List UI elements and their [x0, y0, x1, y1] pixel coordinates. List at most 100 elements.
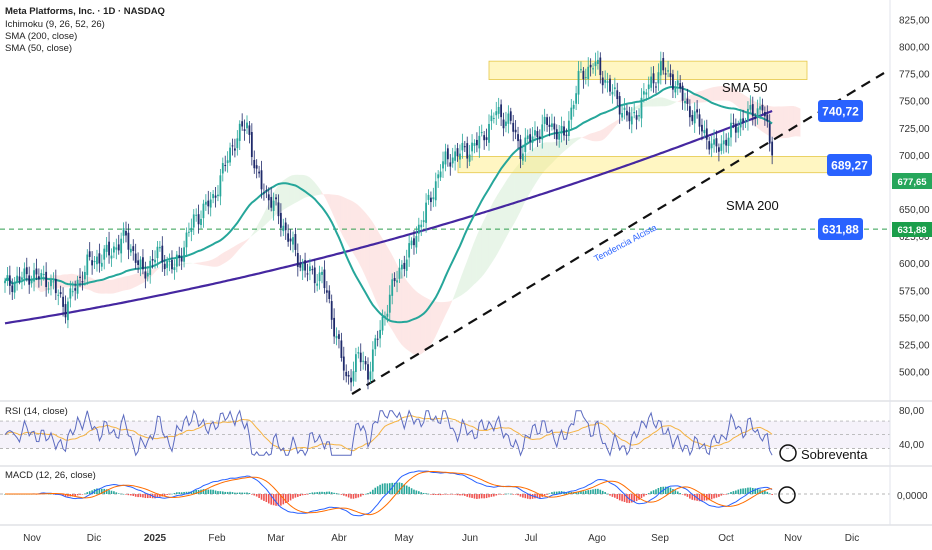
candle-body: [705, 128, 708, 140]
price-axis[interactable]: 500,00 525,00 550,00 575,00 600,00 625,00 650,…: [899, 16, 930, 379]
macd-pane[interactable]: [0, 470, 890, 517]
ichimoku-cloud-segment: [776, 106, 779, 139]
macd-histogram-bar: [546, 494, 548, 495]
candle-body: [113, 246, 115, 253]
ichimoku-cloud-segment: [130, 274, 133, 290]
ichimoku-cloud-segment: [500, 186, 503, 249]
candle-body: [367, 364, 369, 380]
macd-layer: [0, 470, 890, 517]
candle-body: [747, 108, 749, 121]
ichimoku-cloud-segment: [430, 299, 433, 346]
macd-histogram-bar: [679, 493, 681, 494]
sma200-annotation: SMA 200: [726, 198, 779, 213]
price-pane[interactable]: [0, 0, 890, 400]
macd-histogram-bar: [633, 494, 635, 502]
ichimoku-cloud-segment: [379, 233, 382, 314]
ichimoku-cloud-segment: [703, 89, 707, 103]
legend-symbol: Meta Platforms, Inc. · 1D · NASDAQ: [5, 6, 165, 17]
macd-histogram-bar: [352, 494, 355, 499]
candle-body: [613, 87, 616, 90]
macd-histogram-bar: [432, 494, 435, 495]
candle-body: [76, 279, 79, 294]
macd-histogram-bar: [253, 494, 256, 496]
ichimoku-cloud-segment: [677, 100, 680, 102]
macd-histogram-bar: [176, 492, 178, 494]
rsi-ma-line: [4, 415, 773, 452]
macd-histogram-bar: [297, 494, 299, 497]
candle-body: [507, 113, 510, 124]
macd-histogram-bar: [476, 494, 478, 499]
candle-body: [521, 153, 524, 161]
ichimoku-cloud-segment: [229, 247, 232, 260]
macd-histogram-bar: [241, 492, 243, 494]
candle-body: [120, 238, 123, 254]
macd-histogram-bar: [154, 494, 156, 499]
candle-body: [669, 73, 672, 78]
candle-body: [115, 247, 118, 250]
legend-ichimoku: Ichimoku (9, 26, 52, 26): [5, 19, 105, 30]
candle-body: [761, 104, 764, 111]
candle-body: [98, 253, 101, 264]
candle-body: [304, 260, 306, 271]
candle-body: [103, 248, 106, 260]
ichimoku-cloud-segment: [739, 92, 743, 112]
candle-body: [570, 107, 573, 120]
candle-body: [497, 106, 500, 114]
candle-body: [391, 279, 394, 296]
macd-histogram-bar: [280, 494, 282, 506]
candle-body: [589, 64, 592, 68]
rsi-oversold-circle: [779, 444, 797, 462]
macd-histogram-bar: [652, 490, 655, 494]
macd-histogram-bar: [480, 494, 483, 499]
macd-histogram-bar: [580, 491, 582, 494]
macd-histogram-bar: [575, 492, 577, 494]
macd-histogram-bar: [50, 493, 52, 495]
candle-body: [548, 124, 551, 127]
candle-body: [645, 92, 648, 95]
candle-body: [662, 58, 665, 71]
macd-histogram-bar: [761, 490, 764, 494]
macd-histogram-bar: [599, 489, 602, 494]
candle-body: [696, 109, 699, 113]
macd-histogram-bar: [512, 494, 514, 495]
macd-histogram-bar: [117, 493, 120, 494]
time-tick-label: May: [395, 533, 414, 544]
macd-histogram-bar: [529, 494, 531, 500]
ichimoku-cloud-segment: [650, 98, 653, 107]
macd-histogram-bar: [420, 492, 423, 494]
sma200-line: [4, 109, 773, 325]
candle-body: [200, 218, 202, 226]
time-tick-label: Ago: [588, 533, 606, 544]
candle-body: [708, 141, 711, 150]
time-axis[interactable]: Nov Dic 2025 Feb Mar Abr May Jun Jul Ago Sep Oct Nov…: [23, 533, 859, 544]
macd-histogram-bar: [292, 494, 294, 499]
ichimoku-cloud-segment: [580, 137, 583, 139]
macd-histogram-bar: [379, 484, 381, 494]
candle-body: [33, 270, 35, 282]
candle-body: [471, 142, 473, 152]
macd-histogram-bar: [251, 494, 253, 495]
ichimoku-cloud-segment: [297, 174, 300, 202]
time-tick-label: Jul: [525, 533, 538, 544]
macd-histogram-bar: [473, 494, 476, 499]
rsi-pane[interactable]: [0, 409, 890, 462]
candle-body: [500, 104, 502, 118]
ichimoku-cloud-segment: [263, 209, 266, 227]
ichimoku-cloud-segment: [546, 142, 549, 169]
candle-body: [149, 260, 152, 275]
macd-histogram-bar: [166, 494, 168, 495]
candle-body: [374, 338, 377, 350]
macd-histogram-bar: [71, 494, 74, 497]
candle-body: [190, 227, 193, 232]
candle-body: [171, 259, 173, 270]
ichimoku-cloud-segment: [284, 177, 288, 209]
ichimoku-cloud-segment: [514, 165, 518, 223]
ichimoku-cloud-segment: [159, 266, 162, 269]
macd-histogram-bar: [606, 493, 609, 495]
candle-body: [71, 291, 74, 293]
macd-histogram-bar: [427, 493, 430, 495]
candle-body: [30, 280, 33, 284]
candle-body: [142, 257, 144, 270]
macd-histogram-bar: [81, 494, 84, 495]
